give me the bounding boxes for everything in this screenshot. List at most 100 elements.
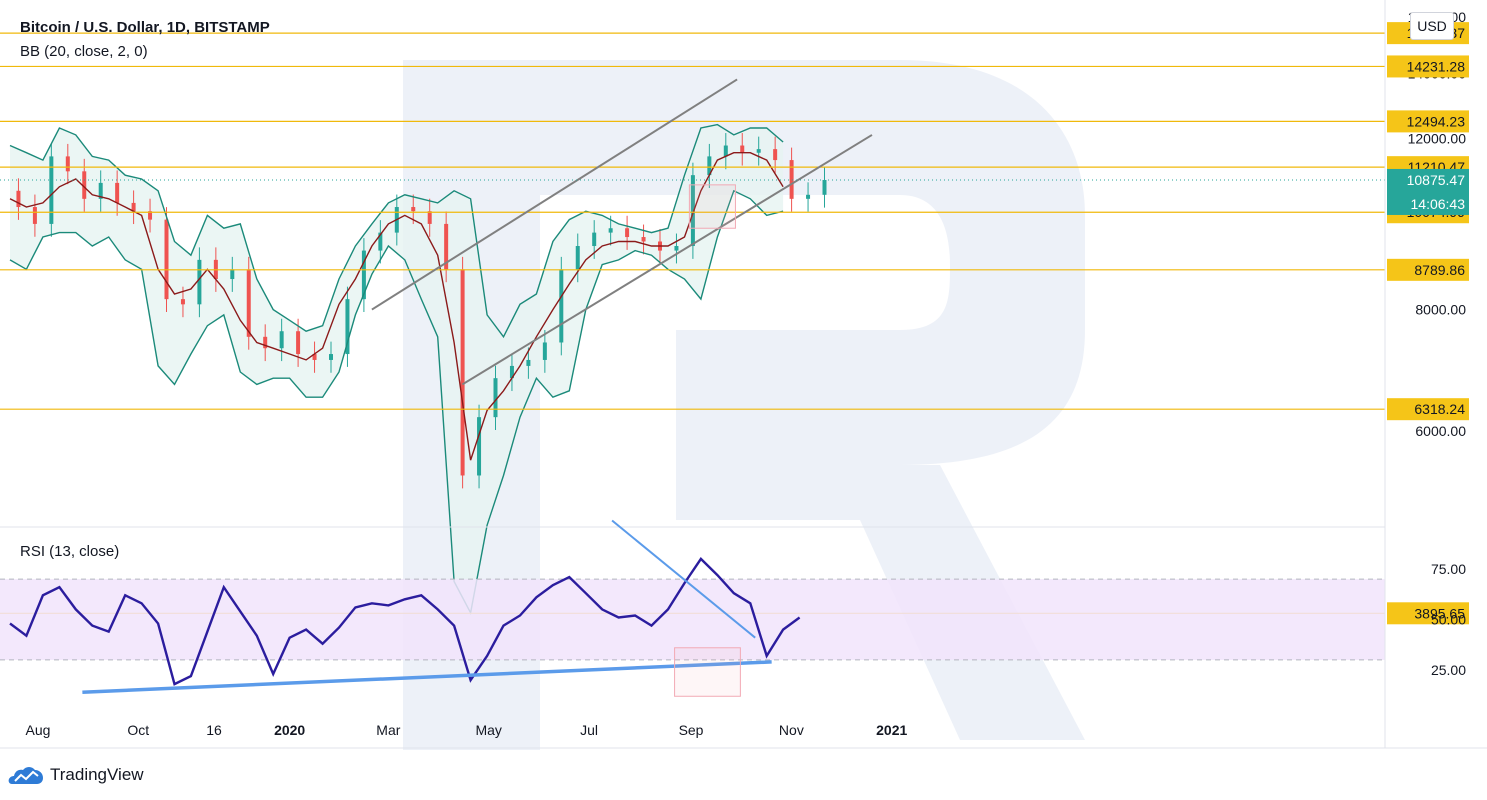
candle-body — [641, 237, 646, 242]
candle — [361, 238, 366, 313]
price-level-label-bg — [1387, 110, 1469, 133]
candle-body — [230, 269, 235, 280]
candle — [164, 207, 169, 313]
price-level-label-bg — [1387, 398, 1469, 421]
candle-body — [164, 219, 169, 300]
candle-body — [378, 232, 383, 251]
candle — [378, 220, 383, 264]
time-axis[interactable]: Aug Oct 16 2020 Mar May Jul Sep Nov 2021 — [26, 722, 908, 738]
time-axis-tick-label: 2020 — [274, 722, 305, 738]
price-level-label: 3895.65 — [1414, 605, 1465, 621]
candle — [756, 136, 761, 166]
bollinger-upper-line — [9, 123, 784, 339]
candle — [65, 143, 70, 185]
price-axis-tick-label: 12000.00 — [1408, 130, 1467, 146]
tradingview-brand: TradingView — [8, 762, 144, 788]
candle — [559, 256, 564, 356]
candle — [246, 256, 251, 350]
candle-body — [526, 359, 531, 366]
candle-body — [575, 246, 580, 270]
candle — [460, 256, 465, 489]
candle — [806, 182, 811, 212]
candle — [723, 133, 728, 170]
price-level-label-bg — [1387, 258, 1469, 281]
candle — [98, 170, 103, 212]
candle-body — [690, 175, 695, 247]
candle-body — [312, 354, 317, 360]
candle-body — [246, 269, 251, 337]
candle-body — [806, 194, 811, 199]
candle-body — [822, 179, 827, 195]
candle-body — [32, 207, 37, 224]
candle — [32, 194, 37, 237]
candle-body — [98, 182, 103, 199]
candle-body — [756, 149, 761, 153]
candle-body — [493, 378, 498, 418]
candle-body — [148, 211, 153, 220]
moving-average-line — [9, 151, 784, 461]
candle-body — [674, 246, 679, 251]
time-axis-tick-label: 16 — [206, 722, 222, 738]
last-price-label: 10875.47 — [1407, 172, 1466, 188]
rsi-trend-line — [611, 519, 756, 639]
candle-body — [65, 156, 70, 172]
candle-body — [263, 336, 268, 349]
price-level-label: 12494.23 — [1407, 113, 1466, 129]
time-axis-tick-label: May — [475, 722, 501, 738]
tradingview-cloud-icon — [8, 767, 43, 784]
candle — [296, 318, 301, 367]
candle — [641, 224, 646, 255]
candle — [740, 133, 745, 166]
bollinger-legend: BB (20, close, 2, 0) — [20, 43, 148, 60]
countdown-label: 14:06:43 — [1411, 196, 1466, 212]
candle — [279, 318, 284, 362]
candle — [16, 178, 21, 220]
price-level-label: 14231.28 — [1407, 58, 1466, 74]
candle-body — [82, 171, 87, 199]
channel-trend-line — [461, 134, 873, 386]
price-level-label-bg — [1387, 602, 1469, 625]
tradingview-logo-text: TradingView — [50, 765, 144, 784]
candle — [131, 190, 136, 225]
candle — [822, 167, 827, 208]
price-level-label: 8789.86 — [1414, 262, 1465, 278]
candle-body — [608, 228, 613, 233]
currency-button[interactable]: USD — [1410, 12, 1454, 40]
candle-body — [296, 331, 301, 355]
candle — [493, 365, 498, 431]
candle — [707, 143, 712, 189]
bollinger-band-fill — [10, 124, 784, 613]
rsi-legend: RSI (13, close) — [20, 543, 119, 560]
candle — [115, 170, 120, 216]
price-axis-tick-label: 8000.00 — [1415, 302, 1466, 318]
candle-body — [509, 365, 514, 379]
candle-body — [789, 160, 794, 199]
candle — [526, 347, 531, 379]
bollinger-lower-line — [9, 189, 784, 615]
candle-body — [740, 145, 745, 153]
candle — [789, 147, 794, 212]
candle-body — [723, 145, 728, 157]
rsi-trend-line — [82, 660, 772, 694]
candle-body — [559, 269, 564, 343]
candle-body — [180, 299, 185, 305]
price-level-label-bg — [1387, 55, 1469, 78]
candle-body — [345, 299, 350, 355]
candle-body — [16, 190, 21, 208]
rsi-axis[interactable]: 75.00 50.00 25.00 — [1431, 561, 1466, 678]
rsi-line — [9, 557, 801, 686]
candle-body — [131, 202, 136, 212]
candle-body — [115, 182, 120, 203]
candle-body — [592, 232, 597, 247]
candle — [263, 324, 268, 362]
candle-body — [49, 156, 54, 224]
rsi-band-fill — [0, 579, 1385, 660]
candle-body — [773, 149, 778, 161]
price-level-label: 6318.24 — [1414, 401, 1465, 417]
price-axis-tick-label: 6000.00 — [1415, 423, 1466, 439]
rsi-pane[interactable] — [0, 519, 1385, 697]
candle-body — [411, 207, 416, 212]
price-pane[interactable] — [0, 32, 1385, 615]
price-axis[interactable]: 16000.0014000.0012000.0010000.008000.006… — [1387, 9, 1469, 625]
